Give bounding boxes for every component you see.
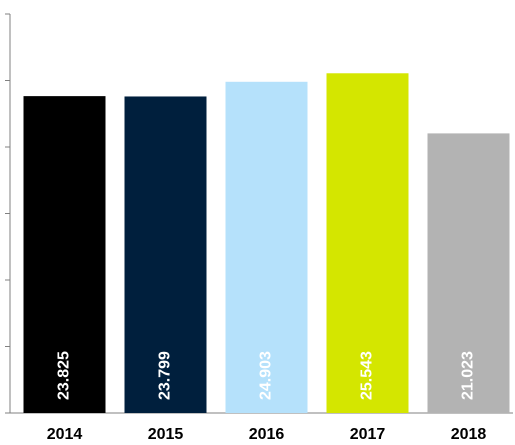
x-tick-label: 2014: [47, 426, 83, 443]
bar: [225, 81, 308, 413]
bar: [23, 96, 106, 413]
x-tick-label: 2017: [350, 426, 386, 443]
bar: [124, 96, 207, 413]
x-tick-label: 2018: [451, 426, 487, 443]
data-label: 23.799: [157, 351, 174, 400]
bar: [427, 133, 510, 413]
bar: [326, 73, 409, 413]
data-label: 24.903: [258, 351, 275, 400]
x-tick-label: 2016: [249, 426, 285, 443]
data-label: 25.543: [359, 351, 376, 400]
data-label: 23.825: [56, 351, 73, 400]
data-label: 21.023: [460, 351, 477, 400]
x-tick-label: 2015: [148, 426, 184, 443]
